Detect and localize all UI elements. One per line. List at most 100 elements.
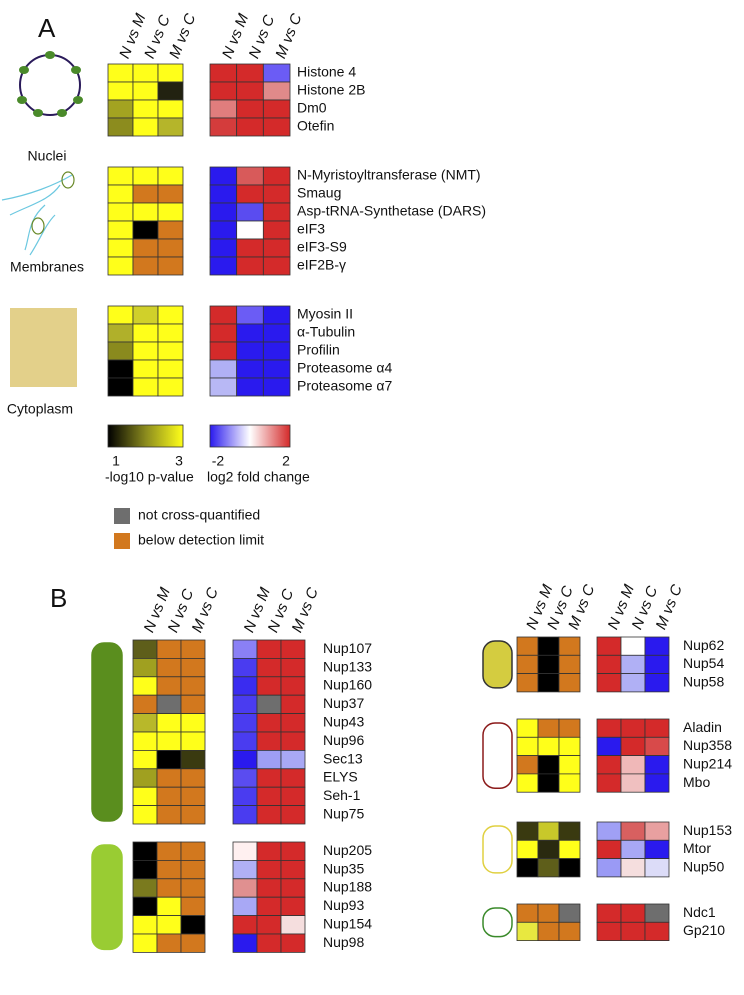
heat-cell [537,858,560,878]
heat-cell [537,736,560,756]
heat-cell [516,654,539,674]
heat-cell [132,305,159,325]
heat-cell [157,63,184,83]
heat-cell [180,915,206,935]
heat-cell [256,731,282,751]
heat-cell [132,202,159,222]
heat-cell [209,256,238,276]
row-label: Nup62 [683,637,724,653]
heat-cell [596,821,622,841]
row-label: Mtor [683,840,711,856]
heat-cell [280,915,306,935]
row-label: Nup37 [323,695,364,711]
heat-cell [262,184,291,204]
heat-cell [596,921,622,941]
row-label: Nup154 [323,916,372,932]
heat-cell [232,805,258,825]
heat-cell [180,933,206,953]
heat-cell [209,220,238,240]
heat-cell [596,673,622,693]
heat-cell [236,256,264,276]
heat-cell [262,359,291,379]
heat-cell [132,639,158,659]
heat-cell [280,658,306,678]
heat-cell [262,166,291,186]
heat-cell [256,750,282,770]
heat-cell [132,933,158,953]
heat-cell [132,117,159,137]
heat-cell [157,184,184,204]
heat-cell [132,694,158,715]
group-bar [91,642,123,822]
heat-cell [558,736,581,756]
heat-cell [180,860,206,880]
heat-cell [516,839,539,859]
heat-cell [157,238,184,258]
membranes-icon [1,171,75,256]
scale-max: 3 [175,453,183,469]
heat-cell [132,786,158,807]
heat-cell [262,256,291,276]
heat-cell [156,786,182,807]
heat-cell [180,768,206,788]
legend-label: below detection limit [138,532,264,548]
heat-cell [558,773,581,793]
panel-label: B [50,583,67,613]
row-label: Nup54 [683,655,724,671]
heat-cell [232,860,258,880]
heat-cell [157,117,184,137]
heat-cell [256,860,282,880]
heat-cell [236,238,264,258]
heat-cell [256,786,282,807]
group-bar [482,907,513,938]
heat-cell [620,654,646,674]
heat-cell [132,166,159,186]
heat-cell [132,63,159,83]
heat-cell [558,755,581,775]
heat-cell [236,323,264,343]
heat-cell [280,694,306,715]
heat-cell [209,99,238,119]
heat-cell [262,305,291,325]
group-name: Cytoplasm [7,401,73,417]
cytoplasm-icon [10,308,77,387]
heat-cell [280,878,306,898]
heat-cell [180,786,206,807]
row-label: Nup107 [323,640,372,656]
heat-cell [156,750,182,770]
heat-cell [280,896,306,917]
heat-cell [558,821,581,841]
row-label: Smaug [297,185,341,201]
heat-cell [107,341,134,361]
heat-cell [107,184,134,204]
heat-cell [256,768,282,788]
heat-cell [644,718,670,738]
heat-cell [157,341,184,361]
heat-cell [157,202,184,222]
row-label: Histone 2B [297,82,365,98]
heat-cell [516,858,539,878]
heat-cell [280,768,306,788]
row-label: Nup96 [323,732,364,748]
heat-cell [236,166,264,186]
heat-cell [256,658,282,678]
heat-cell [232,933,258,953]
heat-cell [558,839,581,859]
heat-cell [596,903,622,923]
heat-cell [107,256,134,276]
row-label: Nup98 [323,934,364,950]
heat-cell [262,323,291,343]
row-label: Otefin [297,118,334,134]
heat-cell [132,323,159,343]
heat-cell [596,839,622,859]
heat-cell [157,256,184,276]
heat-cell [256,878,282,898]
row-label: N-Myristoyltransferase (NMT) [297,167,481,183]
heat-cell [156,694,182,715]
heat-cell [256,933,282,953]
heat-cell [516,773,539,793]
heat-cell [280,731,306,751]
heat-cell [516,921,539,941]
heat-cell [180,731,206,751]
heat-cell [132,896,158,917]
